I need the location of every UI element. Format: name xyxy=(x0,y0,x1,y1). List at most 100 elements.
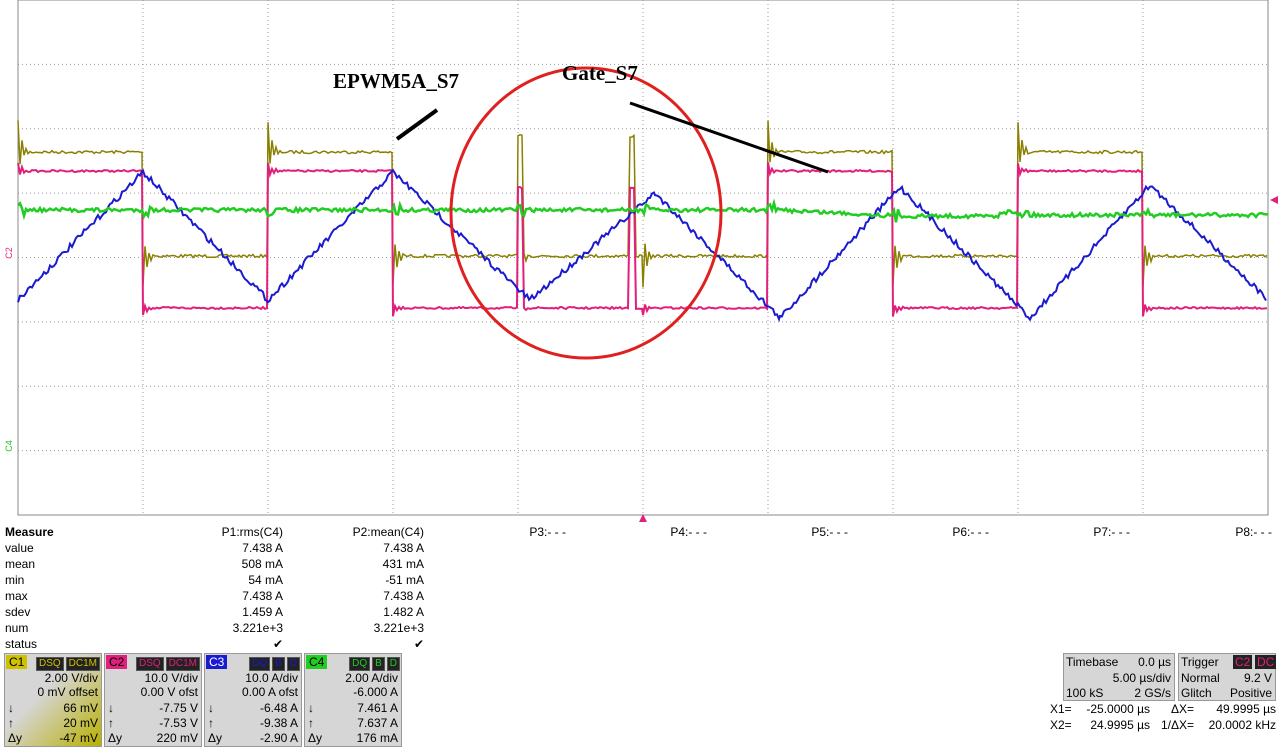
measure-row-label: mean xyxy=(5,557,36,571)
cursor-value: 220 mV xyxy=(156,731,198,745)
channel-badge: DQ xyxy=(349,657,371,671)
cursor-value: -7.53 V xyxy=(159,716,198,730)
cursor-readout: 20.0002 kHz xyxy=(1208,718,1276,732)
cursor-value: 66 mV xyxy=(63,701,98,715)
cursor-symbol: ↓ xyxy=(208,701,214,715)
waveform-c1 xyxy=(17,120,1268,288)
measure-value: ✔ xyxy=(413,637,424,651)
annotation-pointer xyxy=(629,101,829,174)
measure-value: -51 mA xyxy=(385,573,424,587)
measure-column-header: P7:- - - xyxy=(1093,525,1130,539)
trigger-level-marker xyxy=(1270,196,1278,204)
channel-header: C3 DQ B D xyxy=(206,655,300,671)
timebase-box: Timebase 0.0 µs 5.00 µs/div 100 kS 2 GS/s xyxy=(1063,653,1175,701)
cursor-readout: -25.0000 µs xyxy=(1086,702,1150,716)
measure-row-label: num xyxy=(5,621,29,635)
channel-setting: 2.00 V/div xyxy=(44,671,98,685)
trigger-box: Trigger C2 DC Normal 9.2 V Glitch Positive xyxy=(1178,653,1277,701)
channel-box: C4 DQ B D 2.00 A/div -6.000 A ↓ 7.461 A ↑ 7.637 A… xyxy=(304,653,402,747)
timebase-samples: 100 kS xyxy=(1066,686,1104,700)
measure-row-label: status xyxy=(5,637,38,651)
timebase-title: Timebase xyxy=(1066,655,1119,669)
channel-badge: DQ xyxy=(249,657,271,671)
annotation-pointer xyxy=(395,108,439,141)
channel-setting: 0.00 V ofst xyxy=(140,685,198,699)
channel-header: C4 DQ B D xyxy=(306,655,400,671)
cursor-value: -2.90 A xyxy=(259,731,298,745)
measure-value: 508 mA xyxy=(241,557,283,571)
channel-setting: 2.00 A/div xyxy=(345,671,398,685)
channel-box: C1 DSQ DC1M 2.00 V/div 0 mV offset ↓ 66 mV ↑ 20 … xyxy=(4,653,102,747)
annotation: Gate_S7 xyxy=(562,61,638,85)
waveform-c4 xyxy=(17,198,1269,223)
cursor-symbol: ↑ xyxy=(208,716,214,730)
trigger-slope: Positive xyxy=(1229,686,1272,700)
channel-marker: C2 xyxy=(3,247,14,259)
timebase-rate: 2 GS/s xyxy=(1134,686,1171,700)
cursor-symbol: Δy xyxy=(8,731,23,745)
measure-row-label: sdev xyxy=(5,605,31,619)
waveforms xyxy=(17,120,1269,323)
cursor-value: -47 mV xyxy=(59,731,98,745)
measure-column-header: P4:- - - xyxy=(670,525,707,539)
cursor-symbol: ↓ xyxy=(308,701,314,715)
measure-column-header: P3:- - - xyxy=(529,525,566,539)
trigger-coupling: DC xyxy=(1255,655,1277,669)
cursor-label: X1= xyxy=(1050,702,1072,716)
channel-badge: D xyxy=(386,657,400,671)
measure-value: ✔ xyxy=(272,637,283,651)
cursor-value: 7.637 A xyxy=(357,716,398,730)
cursor-symbol: ↑ xyxy=(8,716,14,730)
channel-badge: B xyxy=(272,657,285,671)
measure-column-header: P5:- - - xyxy=(811,525,848,539)
measure-value: 3.221e+3 xyxy=(232,621,283,635)
cursor-label: ΔX= xyxy=(1170,702,1194,716)
cursor-symbol: Δy xyxy=(308,731,323,745)
timebase-scale: 5.00 µs/div xyxy=(1112,671,1171,685)
channel-marker: C4 xyxy=(3,440,14,452)
trigger-source: C2 xyxy=(1233,655,1253,669)
measure-value: 7.438 A xyxy=(242,541,283,555)
measure-row-label: value xyxy=(5,541,34,555)
measure-value: 7.438 A xyxy=(242,589,283,603)
cursor-value: 20 mV xyxy=(63,716,98,730)
cursor-symbol: ↑ xyxy=(108,716,114,730)
measure-value: 7.438 A xyxy=(383,589,424,603)
cursor-label: 1/ΔX= xyxy=(1160,718,1194,732)
channel-label: C3 xyxy=(206,655,228,669)
channel-setting: -6.000 A xyxy=(353,685,398,699)
channel-badge: B xyxy=(372,657,385,671)
cursor-value: -7.75 V xyxy=(159,701,198,715)
channel-box: C2 DSQ DC1M 10.0 V/div 0.00 V ofst ↓ -7.75 V ↑ -… xyxy=(104,653,202,747)
cursor-value: 7.461 A xyxy=(357,701,398,715)
channel-box: C3 DQ B D 10.0 A/div 0.00 A ofst ↓ -6.48 A ↑ -9.3… xyxy=(204,653,302,747)
measure-row-label: max xyxy=(5,589,28,603)
channel-label: C1 xyxy=(6,655,28,669)
channel-badge: DC1M xyxy=(165,657,200,671)
measure-row-label: min xyxy=(5,573,25,587)
scope-display xyxy=(17,0,1278,522)
measure-value: 1.482 A xyxy=(383,605,424,619)
cursor-value: -9.38 A xyxy=(259,716,298,730)
channel-badge: DSQ xyxy=(35,657,64,671)
channel-header: C1 DSQ DC1M xyxy=(6,655,100,671)
channel-badge: DSQ xyxy=(135,657,164,671)
highlight-circle xyxy=(449,66,723,360)
channel-setting: 10.0 A/div xyxy=(245,671,298,685)
channel-label: C2 xyxy=(106,655,128,669)
measure-value: 431 mA xyxy=(382,557,424,571)
cursor-label: X2= xyxy=(1050,718,1072,732)
trigger-type: Glitch xyxy=(1181,686,1212,700)
cursor-symbol: ↓ xyxy=(8,701,14,715)
annotation: EPWM5A_S7 xyxy=(333,69,459,93)
trigger-title: Trigger xyxy=(1181,655,1219,669)
measure-title: Measure xyxy=(5,525,54,539)
trigger-level: 9.2 V xyxy=(1243,671,1272,685)
cursor-readout: 49.9995 µs xyxy=(1216,702,1276,716)
cursor-readout: 24.9995 µs xyxy=(1090,718,1150,732)
measure-value: 1.459 A xyxy=(242,605,283,619)
cursor-value: -6.48 A xyxy=(259,701,298,715)
waveform-c2 xyxy=(17,162,1268,317)
channel-setting: 10.0 V/div xyxy=(144,671,198,685)
